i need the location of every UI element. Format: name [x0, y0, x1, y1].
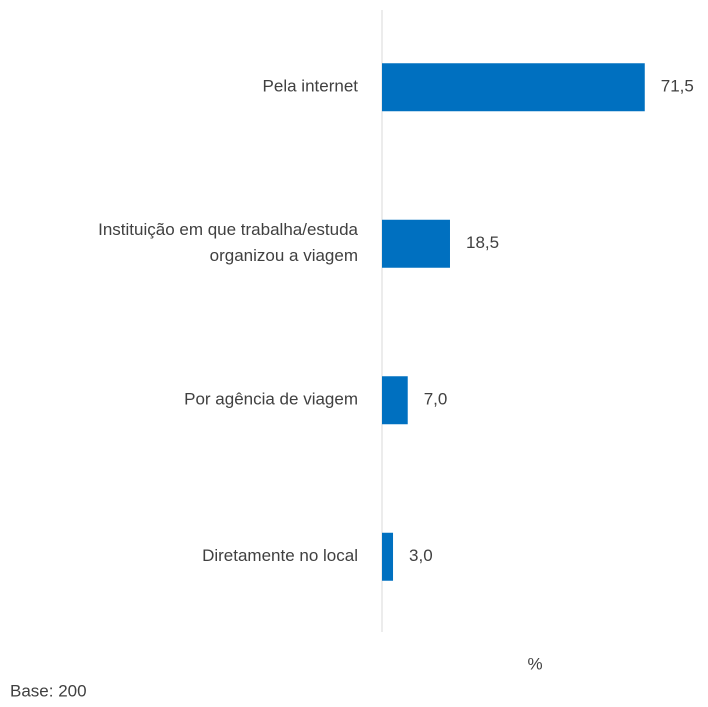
category-label: Pela internet — [263, 77, 359, 96]
value-label: 71,5 — [661, 77, 694, 96]
category-label: Instituição em que trabalha/estuda organi… — [98, 220, 358, 265]
value-label: 7,0 — [424, 390, 448, 409]
value-label: 18,5 — [466, 233, 499, 252]
category-label: Diretamente no local — [202, 546, 358, 565]
bar — [382, 219, 450, 268]
bar — [382, 63, 645, 112]
bar — [382, 376, 408, 425]
bar — [382, 532, 394, 581]
x-axis-label: % — [527, 654, 542, 673]
note: Base: 200 — [10, 681, 87, 700]
category-label: Por agência de viagem — [184, 390, 358, 409]
value-label: 3,0 — [409, 546, 433, 565]
